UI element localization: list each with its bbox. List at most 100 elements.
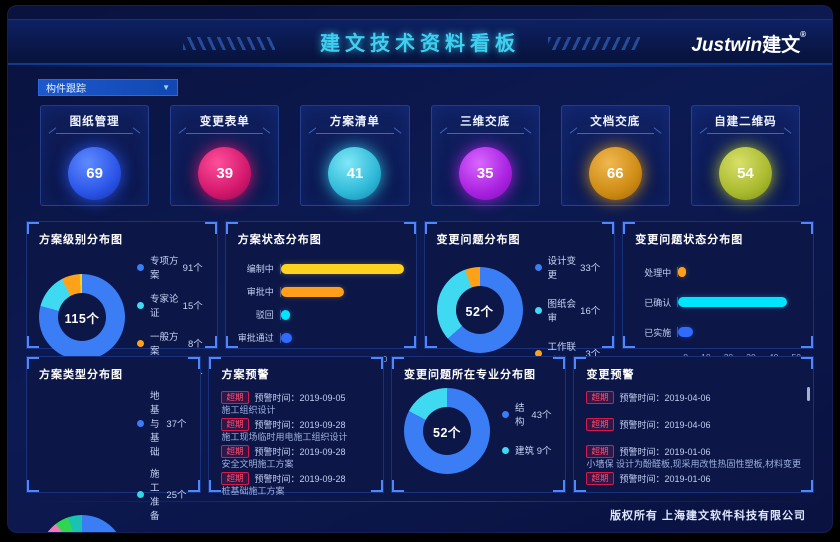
dropdown-selected-value: 构件跟踪 <box>46 84 86 95</box>
warning-item: 超期 预警时间：2019-09-05 施工组织设计 <box>221 390 371 417</box>
bar <box>280 332 292 343</box>
legend-dot-icon <box>501 410 509 418</box>
overdue-badge: 超期 <box>221 471 249 485</box>
legend-dot-icon <box>137 301 144 309</box>
hash-decoration-left <box>183 37 275 50</box>
legend-item: 图纸会审 16个 <box>534 296 600 324</box>
plan-type-donut-chart: 115个 <box>39 515 125 532</box>
plan-level-donut-chart: 115个 <box>39 274 125 360</box>
panel-title: 变更问题分布图 <box>436 234 521 246</box>
warning-date: 2019-01-06 <box>664 446 711 457</box>
stat-bubble: 35 <box>458 147 512 200</box>
legend-dot-icon <box>534 349 542 357</box>
legend-item: 主体结构13个 <box>137 530 186 532</box>
stat-value: 66 <box>606 165 624 182</box>
stat-value: 39 <box>216 165 234 182</box>
stat-bubble: 66 <box>588 147 642 200</box>
warning-date: 2019-01-06 <box>664 473 711 484</box>
chevron-down-icon: ▼ <box>162 83 170 92</box>
page-title: 建文技术资料看板 <box>320 33 520 55</box>
legend-dot-icon <box>137 263 144 271</box>
stat-card-3d-disclosure: 三维交底 35 <box>430 105 540 206</box>
copyright-text: 版权所有 上海建文软件科技有限公司 <box>609 510 806 522</box>
scrollbar-thumb[interactable] <box>807 387 810 401</box>
donut-center-total: 52个 <box>465 304 494 319</box>
legend-item: 建筑 9个 <box>501 443 551 457</box>
legend-item: 结构 43个 <box>501 400 551 428</box>
legend-item: 设计变更 33个 <box>534 253 600 281</box>
bar-row: 驳回 <box>232 303 408 326</box>
stat-card-plan-list: 方案清单 41 <box>300 105 410 206</box>
overdue-badge: 超期 <box>586 390 614 404</box>
logo-text-cn: 建文 <box>762 35 801 56</box>
bar-row: 审批中 <box>232 280 408 303</box>
overdue-badge: 超期 <box>221 417 249 431</box>
panel-title: 方案预警 <box>221 369 270 381</box>
panel-title: 方案状态分布图 <box>237 234 322 246</box>
chart-legend: 结构 43个 建筑 9个 <box>501 400 551 457</box>
warning-desc: 桩基础施工方案 <box>221 486 285 496</box>
change-major-donut-chart: 52个 <box>403 388 490 474</box>
stat-cards-row: 图纸管理 69 变更表单 39 方案清单 41 三维交底 35 文档交底 66 … <box>8 96 832 206</box>
warning-desc <box>586 431 801 443</box>
warning-item: 超期 预警时间：2019-01-06 小墙保 设计为酚醛板,现采用改性热固性塑板,… <box>586 444 801 469</box>
legend-item: 施工准备 25个 <box>137 466 186 522</box>
legend-item: 专项方案 91个 <box>137 253 203 281</box>
warning-desc <box>586 404 801 416</box>
panel-title: 方案类型分布图 <box>39 369 123 381</box>
dashboard-screen: 建文技术资料看板 Justwin建文® 构件跟踪 ▼ 图纸管理 69 变更表单 … <box>7 5 833 533</box>
panel-title: 方案级别分布图 <box>39 234 123 246</box>
donut-center-total: 52个 <box>433 425 461 440</box>
bar <box>678 267 686 277</box>
change-warning-list: 超期 预警时间：2019-04-06 超期 预警时间：2019-04-06 超期 预警… <box>586 390 801 498</box>
legend-dot-icon <box>137 419 144 427</box>
legend-dot-icon <box>534 306 542 314</box>
overdue-badge: 超期 <box>221 390 249 404</box>
stat-bubble: 41 <box>328 147 382 200</box>
stat-card-title: 方案清单 <box>316 113 394 134</box>
overdue-badge: 超期 <box>586 471 614 485</box>
warning-date: 2019-09-28 <box>299 419 346 430</box>
stat-value: 35 <box>476 165 494 182</box>
plan-status-bar-chart: 编制中 审批中 驳回 审批通过 <box>232 257 408 349</box>
change-issue-donut-chart: 52个 <box>436 267 523 353</box>
stat-bubble: 54 <box>718 147 772 200</box>
warning-item: 超期 预警时间：2019-04-06 <box>586 390 801 417</box>
warning-date: 2019-04-06 <box>664 419 711 430</box>
warning-desc: 施工组织设计 <box>221 405 276 415</box>
warning-desc <box>586 485 801 497</box>
warning-date: 2019-04-06 <box>664 392 711 403</box>
overdue-badge: 超期 <box>586 417 614 431</box>
warning-item: 超期 预警时间：2019-09-28 施工现场临时用电施工组织设计 <box>221 417 371 444</box>
footer-divider <box>26 501 814 502</box>
warning-item: 超期 预警时间：2019-04-06 <box>586 417 801 444</box>
stat-card-title: 文档交底 <box>576 113 654 134</box>
bar-row: 编制中 <box>232 257 408 280</box>
legend-dot-icon <box>534 263 542 271</box>
bar <box>280 286 345 297</box>
bar <box>280 309 290 320</box>
bar <box>678 327 694 337</box>
warning-date: 2019-09-28 <box>299 473 346 484</box>
warning-desc: 安全文明施工方案 <box>221 459 294 469</box>
panel-change-status-distribution: 变更问题状态分布图 处理中 已确认 已实施 01020304050 <box>622 221 814 362</box>
bar-row: 已实施 <box>629 317 805 347</box>
legend-dot-icon <box>501 446 509 454</box>
panel-plan-warning: 方案预警 超期 预警时间：2019-09-05 施工组织设计 超期 预警时间：201… <box>208 356 384 496</box>
stat-card-document-disclosure: 文档交底 66 <box>560 105 670 206</box>
panel-plan-status-distribution: 方案状态分布图 编制中 审批中 驳回 审批通过 010203040506070 <box>224 221 417 364</box>
hash-decoration-right <box>548 37 640 50</box>
overdue-badge: 超期 <box>221 444 249 458</box>
panel-title: 变更问题状态分布图 <box>635 234 744 246</box>
component-tracking-dropdown[interactable]: 构件跟踪 ▼ <box>38 79 178 96</box>
bar-row: 已确认 <box>629 287 805 317</box>
legend-dot-icon <box>137 490 144 498</box>
warning-desc: 小墙保 设计为酚醛板,现采用改性热固性塑板,材料变更 <box>586 459 801 469</box>
stat-card-title: 三维交底 <box>446 113 524 134</box>
legend-item: 专家论证 15个 <box>137 291 203 319</box>
stat-value: 41 <box>346 165 364 182</box>
